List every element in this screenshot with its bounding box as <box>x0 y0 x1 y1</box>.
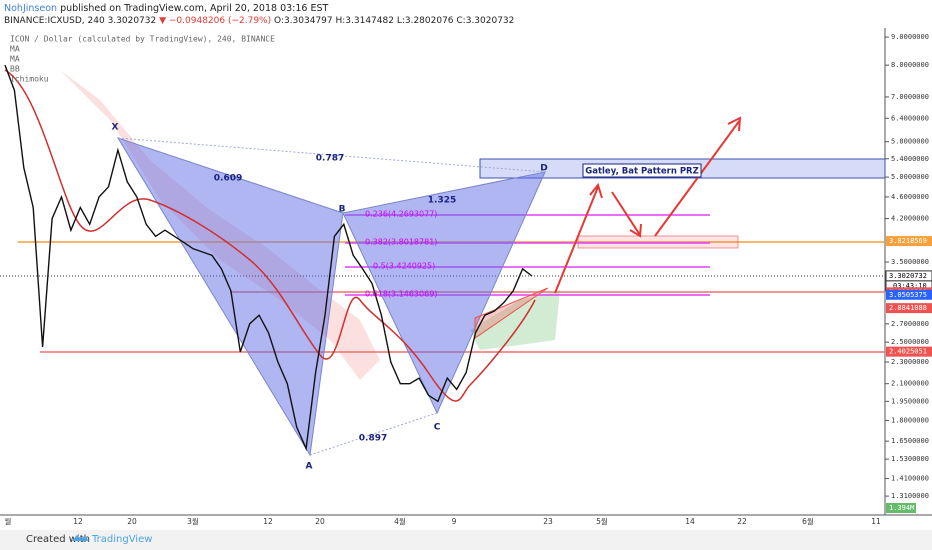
moving-average <box>4 69 536 402</box>
y-tick-label: 8.0000000 <box>891 61 929 69</box>
arrow <box>554 182 603 294</box>
x-tick-label: 3월 <box>187 516 199 526</box>
x-tick-label: 6월 <box>802 516 814 526</box>
footer-bar <box>0 530 932 550</box>
y-tick-label: 4.2000000 <box>891 215 929 223</box>
prz-label-box <box>582 163 702 178</box>
price-tag <box>886 303 932 314</box>
cloud <box>470 290 560 350</box>
pattern-ratio: 0.787 <box>316 154 344 164</box>
x-tick-label: 월 <box>5 516 12 526</box>
price-tag-label: 3.3020732 <box>889 272 927 280</box>
pattern-ratio: 0.897 <box>359 434 387 444</box>
x-tick-label: 11 <box>871 517 881 526</box>
triangle <box>474 287 549 339</box>
price-tag-label: 3.0505375 <box>889 291 927 299</box>
pattern-point: D <box>540 164 547 174</box>
header-line: NohJinseon published on TradingView.com,… <box>4 3 329 14</box>
x-tick-label: 14 <box>685 517 695 526</box>
y-tick-label: 1.6500000 <box>891 437 929 445</box>
pattern-leg <box>342 171 546 415</box>
x-tick-label: 9 <box>452 517 457 526</box>
footer-brand: TradingView <box>91 534 152 545</box>
pattern-ratio: 0.609 <box>214 174 242 184</box>
dynamic-layer: 9.0000000 8.0000000 7.0000000 6.4000000 5.80… <box>4 33 932 526</box>
pattern-ratio: 1.325 <box>428 196 456 206</box>
y-tick-label: 1.9500000 <box>891 397 929 405</box>
footer-logo <box>72 535 89 541</box>
y-tick-label: 1.3100000 <box>891 492 929 500</box>
price-tag-label: 3.8218569 <box>889 237 927 245</box>
y-tick-label: 5.0000000 <box>891 173 929 181</box>
x-tick-label: 4월 <box>394 516 406 526</box>
price-line <box>4 64 533 452</box>
arrow <box>654 116 742 237</box>
y-tick-label: 6.4000000 <box>891 114 929 122</box>
pattern-point: X <box>112 123 119 133</box>
fib-label: 0.382(3.8018781) <box>365 238 437 247</box>
symbol-line: BINANCE:ICXUSD, 240 3.3020732 ▼ −0.09482… <box>4 16 514 26</box>
pattern-guide <box>117 137 546 173</box>
y-tick-label: 1.8000000 <box>891 416 929 424</box>
fib-label: 0.618(3.1463069) <box>365 290 437 299</box>
price-tag <box>886 236 932 247</box>
y-tick-label: 7.0000000 <box>891 93 929 101</box>
fib-label: 0.5(3.4240925) <box>373 262 435 271</box>
zone <box>577 235 739 249</box>
last: 3.3020732 <box>108 16 157 26</box>
x-tick-label: 20 <box>127 517 137 526</box>
y-tick-label: 2.5000000 <box>891 338 929 346</box>
y-tick-label: 1.4100000 <box>891 475 929 483</box>
pattern-point: C <box>434 423 441 433</box>
author: NohJinseon <box>4 3 57 14</box>
y-tick-label: 1.5300000 <box>891 455 929 463</box>
symbol: BINANCE:ICXUSD, 240 <box>4 16 105 26</box>
legend-item: Ichimoku <box>10 75 49 84</box>
y-tick-label: 9.0000000 <box>891 33 929 41</box>
published: published on TradingView.com, April 20, … <box>60 3 328 14</box>
price-tag <box>886 346 932 357</box>
arrows <box>554 116 742 294</box>
price-tag-label: 2.8841088 <box>889 304 927 312</box>
footer-created: Created with <box>26 534 90 545</box>
price-tag-label: 2.4025051 <box>889 348 927 356</box>
y-tick-label: 2.3000000 <box>891 358 929 366</box>
legend-item: MA <box>10 45 20 54</box>
pattern-point: A <box>306 462 313 472</box>
change: ▼ −0.0948206 (−2.79%) <box>159 16 271 26</box>
y-tick-label: 5.8000000 <box>891 138 929 146</box>
volume-tag <box>886 503 916 513</box>
y-tick-label: 5.4000000 <box>891 155 929 163</box>
prz-label: Gatley, Bat Pattern PRZ <box>585 167 699 177</box>
fib-label: 0.236(4.2693077) <box>365 210 437 219</box>
legend-item: BB <box>10 65 20 74</box>
legend-item: MA <box>10 55 20 64</box>
y-tick-label: 3.5000000 <box>891 258 929 266</box>
ohlc: O:3.3034797 H:3.3147482 L:3.2802076 C:3.… <box>274 16 514 26</box>
countdown: 03:43:10 <box>893 282 927 290</box>
pattern-point: B <box>339 205 346 215</box>
legend-item: ICON / Dollar (calculated by TradingView… <box>10 35 275 44</box>
y-tick-label: 2.1000000 <box>891 380 929 388</box>
arrow <box>611 191 642 238</box>
x-tick-label: 12 <box>73 517 83 526</box>
y-tick-label: 4.6000000 <box>891 193 929 201</box>
x-tick-label: 22 <box>737 517 747 526</box>
price-tag <box>886 289 932 300</box>
pattern-leg <box>116 137 344 457</box>
y-tick-label: 2.7000000 <box>891 320 929 328</box>
volume-tag-label: 1.394M <box>889 504 914 512</box>
x-tick-label: 20 <box>315 517 325 526</box>
x-tick-label: 12 <box>263 517 273 526</box>
x-tick-label: 23 <box>543 517 553 526</box>
x-tick-label: 5월 <box>596 516 608 526</box>
